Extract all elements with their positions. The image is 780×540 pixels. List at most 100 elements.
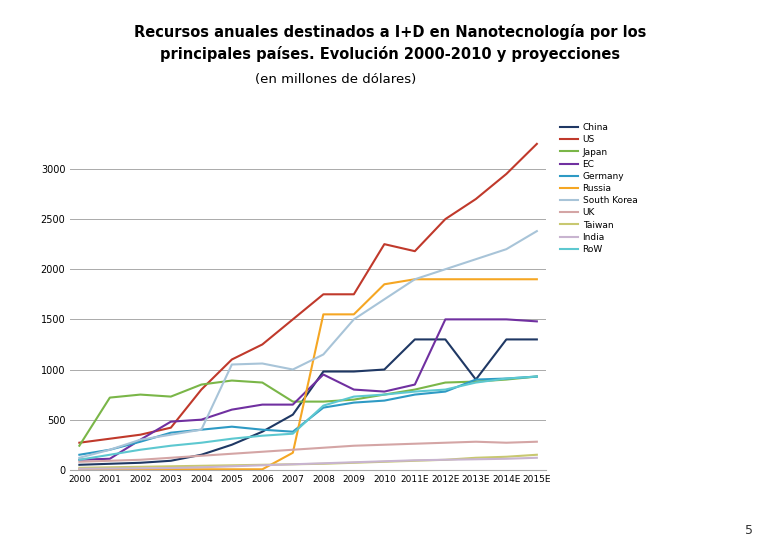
Russia bbox=[166, 466, 176, 472]
China bbox=[257, 428, 267, 435]
Taiwan bbox=[257, 462, 267, 468]
India bbox=[197, 464, 206, 470]
Japan bbox=[105, 394, 115, 401]
Japan bbox=[136, 392, 145, 398]
Text: C O N S U L T I N G   G R O U P: C O N S U L T I N G G R O U P bbox=[577, 528, 683, 535]
Japan bbox=[410, 386, 420, 393]
Russia bbox=[319, 311, 328, 318]
EC bbox=[471, 316, 480, 322]
EC bbox=[257, 401, 267, 408]
RoW bbox=[136, 447, 145, 453]
Line: China: China bbox=[80, 340, 537, 465]
Germany bbox=[257, 427, 267, 433]
Germany bbox=[319, 404, 328, 411]
UK bbox=[197, 453, 206, 459]
EC bbox=[410, 381, 420, 388]
Japan bbox=[166, 393, 176, 400]
Text: principales países. Evolución 2000-2010 y proyecciones: principales países. Evolución 2000-2010 … bbox=[160, 46, 620, 62]
Japan bbox=[441, 379, 450, 386]
Taiwan bbox=[532, 451, 541, 458]
US bbox=[441, 216, 450, 222]
UK bbox=[257, 449, 267, 455]
India bbox=[257, 462, 267, 469]
Line: US: US bbox=[80, 144, 537, 443]
EC bbox=[532, 318, 541, 325]
UK bbox=[288, 447, 297, 453]
South Korea bbox=[136, 436, 145, 443]
Russia bbox=[532, 276, 541, 282]
RoW bbox=[349, 393, 359, 400]
US bbox=[471, 196, 480, 202]
South Korea bbox=[410, 276, 420, 282]
Taiwan bbox=[288, 461, 297, 468]
Germany bbox=[410, 392, 420, 398]
RoW bbox=[227, 435, 236, 442]
EC bbox=[380, 388, 389, 395]
Taiwan bbox=[197, 463, 206, 469]
Russia bbox=[136, 466, 145, 472]
UK bbox=[380, 442, 389, 448]
RoW bbox=[319, 402, 328, 409]
Text: 5: 5 bbox=[745, 524, 753, 537]
EC bbox=[227, 407, 236, 413]
Line: India: India bbox=[80, 458, 537, 469]
US bbox=[319, 291, 328, 298]
Taiwan bbox=[502, 454, 511, 460]
China bbox=[380, 366, 389, 373]
Taiwan bbox=[349, 460, 359, 466]
Legend: China, US, Japan, EC, Germany, Russia, South Korea, UK, Taiwan, India, RoW: China, US, Japan, EC, Germany, Russia, S… bbox=[560, 123, 637, 254]
RoW bbox=[532, 373, 541, 380]
RoW bbox=[166, 442, 176, 449]
US bbox=[532, 140, 541, 147]
Text: (en millones de dólares): (en millones de dólares) bbox=[255, 73, 416, 86]
India bbox=[349, 459, 359, 465]
South Korea bbox=[502, 246, 511, 252]
Russia bbox=[380, 281, 389, 287]
Russia bbox=[197, 466, 206, 472]
China bbox=[75, 462, 84, 468]
UK bbox=[166, 455, 176, 461]
Taiwan bbox=[319, 461, 328, 467]
UK bbox=[502, 440, 511, 446]
China bbox=[471, 376, 480, 383]
South Korea bbox=[349, 316, 359, 322]
China bbox=[502, 336, 511, 343]
Germany bbox=[380, 397, 389, 404]
US bbox=[75, 440, 84, 446]
Taiwan bbox=[105, 464, 115, 470]
UK bbox=[532, 438, 541, 445]
South Korea bbox=[227, 361, 236, 368]
Taiwan bbox=[227, 462, 236, 469]
Taiwan bbox=[136, 463, 145, 470]
India bbox=[227, 463, 236, 469]
RoW bbox=[502, 375, 511, 382]
Japan bbox=[502, 376, 511, 383]
Russia bbox=[349, 311, 359, 318]
India bbox=[105, 465, 115, 472]
US bbox=[197, 386, 206, 393]
Germany bbox=[441, 388, 450, 395]
US bbox=[257, 341, 267, 348]
India bbox=[288, 461, 297, 468]
RoW bbox=[75, 456, 84, 463]
UK bbox=[136, 456, 145, 463]
EC bbox=[197, 416, 206, 423]
Germany bbox=[166, 429, 176, 436]
Russia bbox=[441, 276, 450, 282]
Russia bbox=[105, 466, 115, 472]
China bbox=[136, 460, 145, 466]
India bbox=[441, 456, 450, 463]
EC bbox=[502, 316, 511, 322]
EC bbox=[319, 372, 328, 378]
RoW bbox=[410, 388, 420, 395]
China bbox=[288, 411, 297, 418]
Russia bbox=[410, 276, 420, 282]
Germany bbox=[197, 427, 206, 433]
China bbox=[166, 457, 176, 464]
Japan bbox=[349, 396, 359, 403]
India bbox=[532, 455, 541, 461]
South Korea bbox=[75, 455, 84, 461]
Russia bbox=[75, 466, 84, 472]
India bbox=[502, 456, 511, 462]
Japan bbox=[75, 442, 84, 449]
